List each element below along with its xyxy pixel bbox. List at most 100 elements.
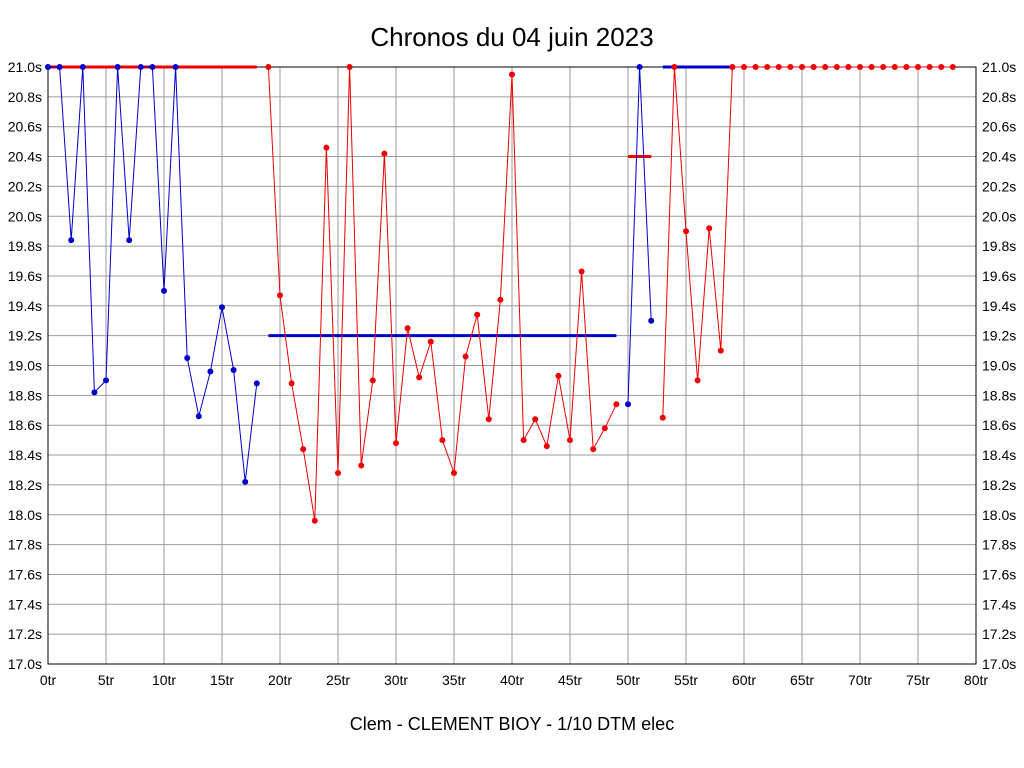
run2-red-point [462, 353, 469, 360]
run2-red-point [346, 64, 353, 70]
run4-red-point [741, 64, 747, 70]
y-tick-label-left: 20.0s [8, 208, 42, 224]
run2-red-point [358, 462, 365, 469]
y-tick-label-left: 17.2s [8, 626, 42, 642]
run4-red-point [938, 64, 945, 70]
run2-red-point [369, 377, 376, 384]
y-tick-label-right: 19.0s [982, 358, 1016, 374]
x-tick-label: 65tr [790, 672, 814, 688]
y-tick-label-left: 18.8s [8, 387, 42, 403]
run4-red-point [729, 64, 736, 70]
y-tick-label-left: 18.4s [8, 447, 42, 463]
y-tick-label-right: 19.2s [982, 328, 1016, 344]
run1-blue-point [219, 304, 225, 311]
run3-blue-point [636, 64, 643, 70]
run2-red-point [323, 144, 330, 151]
y-tick-label-left: 20.4s [8, 149, 42, 165]
run2-red-point [567, 437, 573, 444]
run3-blue-point [648, 317, 655, 324]
y-tick-label-left: 18.2s [8, 477, 42, 493]
run4-red-point [787, 64, 794, 70]
y-tick-label-right: 18.8s [982, 387, 1016, 403]
y-tick-label-left: 18.6s [8, 417, 42, 433]
run1-blue-point [207, 368, 214, 375]
y-tick-label-left: 19.2s [8, 328, 42, 344]
y-tick-label-right: 20.6s [982, 119, 1016, 135]
run4-red-point [752, 64, 759, 70]
run2-red-point [404, 325, 411, 332]
y-tick-label-left: 17.0s [8, 656, 42, 672]
run1-blue-point [172, 64, 179, 70]
run1-blue-point [184, 355, 191, 361]
y-tick-label-left: 19.8s [8, 238, 42, 254]
y-tick-label-right: 18.0s [982, 507, 1016, 523]
run2-red-point [335, 470, 341, 476]
run2-red-point [427, 338, 434, 345]
run1-blue-point [91, 389, 98, 396]
x-tick-label: 30tr [384, 672, 408, 688]
run1-blue-point [126, 237, 133, 244]
y-tick-label-right: 17.8s [982, 537, 1016, 553]
run4-red-point [683, 228, 689, 235]
run2-red-point [393, 440, 399, 447]
y-tick-label-left: 19.0s [8, 358, 42, 374]
run4-red-point [949, 64, 956, 70]
run4-red-point [717, 347, 724, 354]
run1-blue-point [56, 64, 63, 70]
run1-blue-point [114, 64, 121, 70]
y-tick-label-left: 21.0s [8, 59, 42, 75]
run4-red-point [903, 64, 910, 70]
x-tick-label: 15tr [210, 672, 234, 688]
run4-red-point [775, 64, 782, 70]
run2-red-point [416, 374, 423, 381]
run1-blue-point [79, 64, 86, 70]
run4-red-point [880, 64, 887, 70]
run4-red-point [799, 64, 805, 70]
run2-red-point [277, 292, 283, 299]
y-tick-label-right: 18.2s [982, 477, 1016, 493]
run2-red-line [267, 66, 617, 521]
y-tick-label-left: 17.8s [8, 537, 42, 553]
run4-red-point [868, 64, 875, 70]
run1-blue-point [195, 413, 202, 420]
x-tick-label: 80tr [964, 672, 988, 688]
y-tick-label-left: 20.2s [8, 178, 42, 194]
x-tick-label: 20tr [268, 672, 292, 688]
run2-red-point [509, 71, 515, 78]
run1-blue-line [48, 66, 258, 482]
run4-red-point [822, 64, 829, 70]
run2-red-point [451, 470, 457, 476]
plot-border [47, 66, 977, 665]
run2-red-point [311, 517, 318, 524]
y-tick-label-right: 18.4s [982, 447, 1016, 463]
y-tick-label-right: 19.4s [982, 298, 1016, 314]
run1-blue-point [137, 64, 144, 70]
run2-red-point [497, 296, 504, 303]
run2-red-point [601, 425, 608, 432]
run2-red-point [485, 416, 492, 423]
run1-blue-point [68, 237, 75, 244]
run1-blue-point [242, 478, 249, 485]
y-tick-label-left: 19.6s [8, 268, 42, 284]
x-tick-label: 0tr [40, 672, 57, 688]
y-tick-label-right: 19.6s [982, 268, 1016, 284]
y-tick-label-right: 17.4s [982, 596, 1016, 612]
run4-red-point [915, 64, 921, 70]
run1-blue-point [253, 380, 260, 387]
y-tick-label-left: 20.8s [8, 89, 42, 105]
run4-red-point [706, 225, 713, 232]
y-tick-label-right: 17.0s [982, 656, 1016, 672]
y-tick-label-left: 19.4s [8, 298, 42, 314]
run2-red-point [288, 380, 295, 387]
y-tick-label-right: 18.6s [982, 417, 1016, 433]
run2-red-point [590, 446, 597, 453]
chart-title: Chronos du 04 juin 2023 [370, 22, 654, 52]
y-tick-label-right: 19.8s [982, 238, 1016, 254]
run1-blue-point [103, 377, 109, 384]
x-tick-label: 35tr [442, 672, 466, 688]
run4-red-point [926, 64, 933, 70]
x-tick-label: 70tr [848, 672, 872, 688]
run1-blue-point [45, 64, 51, 70]
x-tick-label: 25tr [326, 672, 350, 688]
